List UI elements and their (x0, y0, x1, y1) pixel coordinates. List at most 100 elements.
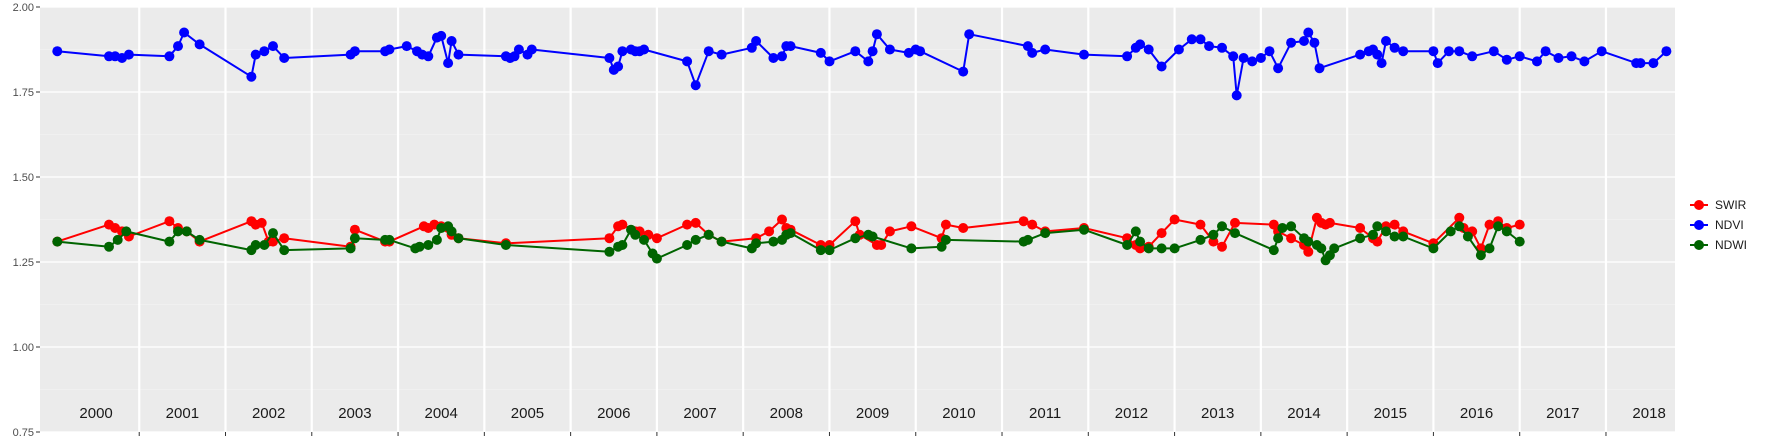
ndvi-point (1372, 49, 1383, 60)
ndvi-point (1255, 53, 1266, 63)
ndwi-point (1475, 250, 1486, 261)
swir-point (1454, 212, 1465, 223)
ndwi-point (617, 240, 628, 250)
swir-point (279, 233, 290, 244)
ndvi-point (1488, 46, 1499, 57)
swir-point (1324, 217, 1335, 228)
legend-label: SWIR (1715, 198, 1747, 212)
y-tick-label: 2.00 (13, 2, 34, 14)
year-label: 2009 (856, 405, 889, 422)
year-label: 2000 (79, 405, 112, 422)
ndwi-point (423, 240, 434, 250)
legend-item-ndvi: NDVI (1690, 218, 1744, 232)
year-label: 2003 (338, 405, 371, 422)
ndvi-point (1648, 58, 1659, 69)
ndvi-point (1299, 36, 1309, 46)
ndwi-point (1484, 243, 1495, 254)
series-layer (52, 27, 1672, 266)
swir-point (1169, 214, 1180, 225)
ndwi-point (690, 234, 701, 245)
y-tick-label: 0.75 (13, 427, 34, 439)
ndvi-point (867, 46, 878, 57)
ndwi-point (349, 233, 360, 244)
ndwi-point (651, 253, 662, 264)
ndwi-point (194, 234, 205, 245)
ndvi-point (349, 46, 360, 57)
ndwi-point (1268, 245, 1279, 256)
ndwi-point (1493, 221, 1504, 232)
ndwi-point (414, 241, 425, 252)
ndvi-point (1635, 58, 1646, 69)
ndvi-point (401, 41, 412, 52)
swir-point (1389, 219, 1400, 230)
ndwi-point (52, 236, 63, 247)
ndwi-point (1316, 243, 1327, 254)
year-label: 2002 (252, 405, 285, 422)
legend: SWIR NDVI NDWI (1690, 198, 1747, 252)
ndwi-point (1514, 236, 1525, 247)
swir-point (940, 219, 951, 230)
ndvi-point (173, 41, 183, 52)
legend-key-point (1694, 200, 1704, 210)
year-labels: 2000 2001 2002 2003 2004 2005 2006 2007 2008 2009… (79, 405, 1665, 422)
swir-point (958, 223, 969, 233)
ndvi-point (513, 44, 524, 55)
ndvi-point (1027, 47, 1038, 58)
ndwi-point (259, 240, 270, 250)
ndwi-point (751, 238, 762, 249)
ndwi-point (1277, 223, 1288, 233)
ndwi-point (1462, 231, 1473, 242)
ndwi-point (1398, 231, 1409, 242)
ndvi-point (1398, 46, 1409, 57)
ndvi-point (1173, 44, 1184, 55)
ndvi-point (384, 44, 395, 55)
swir-point (777, 214, 787, 225)
ndvi-point (1432, 58, 1443, 69)
swir-point (1355, 223, 1366, 233)
ndwi-point (181, 226, 192, 237)
year-label: 2013 (1201, 405, 1234, 422)
ndwi-point (906, 243, 917, 254)
ndwi-point (1135, 236, 1146, 247)
ndwi-point (250, 240, 261, 250)
swir-point (906, 221, 917, 232)
ndvi-point (915, 46, 926, 57)
year-label: 2014 (1287, 405, 1320, 422)
ndvi-point (964, 29, 975, 40)
swir-point (1156, 228, 1167, 239)
swir-point (850, 216, 861, 227)
y-tick-label: 1.50 (13, 172, 34, 184)
ndvi-point (1204, 41, 1215, 52)
ndvi-point (1135, 39, 1146, 50)
y-tick-label: 1.00 (13, 342, 34, 354)
ndvi-point (1532, 56, 1542, 67)
ndvi-point (863, 56, 874, 67)
series-ndvi (52, 27, 1672, 101)
ndwi-point (345, 243, 356, 254)
ndvi-point (1079, 49, 1089, 60)
ndwi-point (815, 245, 826, 256)
ndwi-point (1130, 226, 1141, 237)
ndvi-point (1309, 37, 1320, 48)
ndvi-point (443, 58, 454, 69)
ndvi-point (1428, 46, 1439, 57)
ndwi-point (1230, 228, 1240, 239)
ndvi-point (279, 53, 290, 63)
ndwi-point (112, 234, 123, 245)
swir-point (617, 219, 628, 230)
swir-point (690, 217, 701, 228)
legend-label: NDWI (1715, 238, 1747, 252)
ndwi-point (1195, 234, 1206, 245)
ndvi-point (1314, 63, 1325, 74)
ndvi-point (52, 46, 63, 57)
ndwi-point (279, 245, 290, 256)
ndwi-point (1303, 236, 1314, 247)
ndvi-point (1553, 53, 1564, 63)
ndvi-point (1566, 51, 1577, 62)
ndvi-point (716, 49, 727, 60)
ndvi-point (1501, 54, 1512, 65)
year-label: 2018 (1632, 405, 1665, 422)
ndvi-point (1273, 63, 1284, 74)
ndwi-point (867, 231, 878, 242)
swir-point (876, 240, 887, 250)
